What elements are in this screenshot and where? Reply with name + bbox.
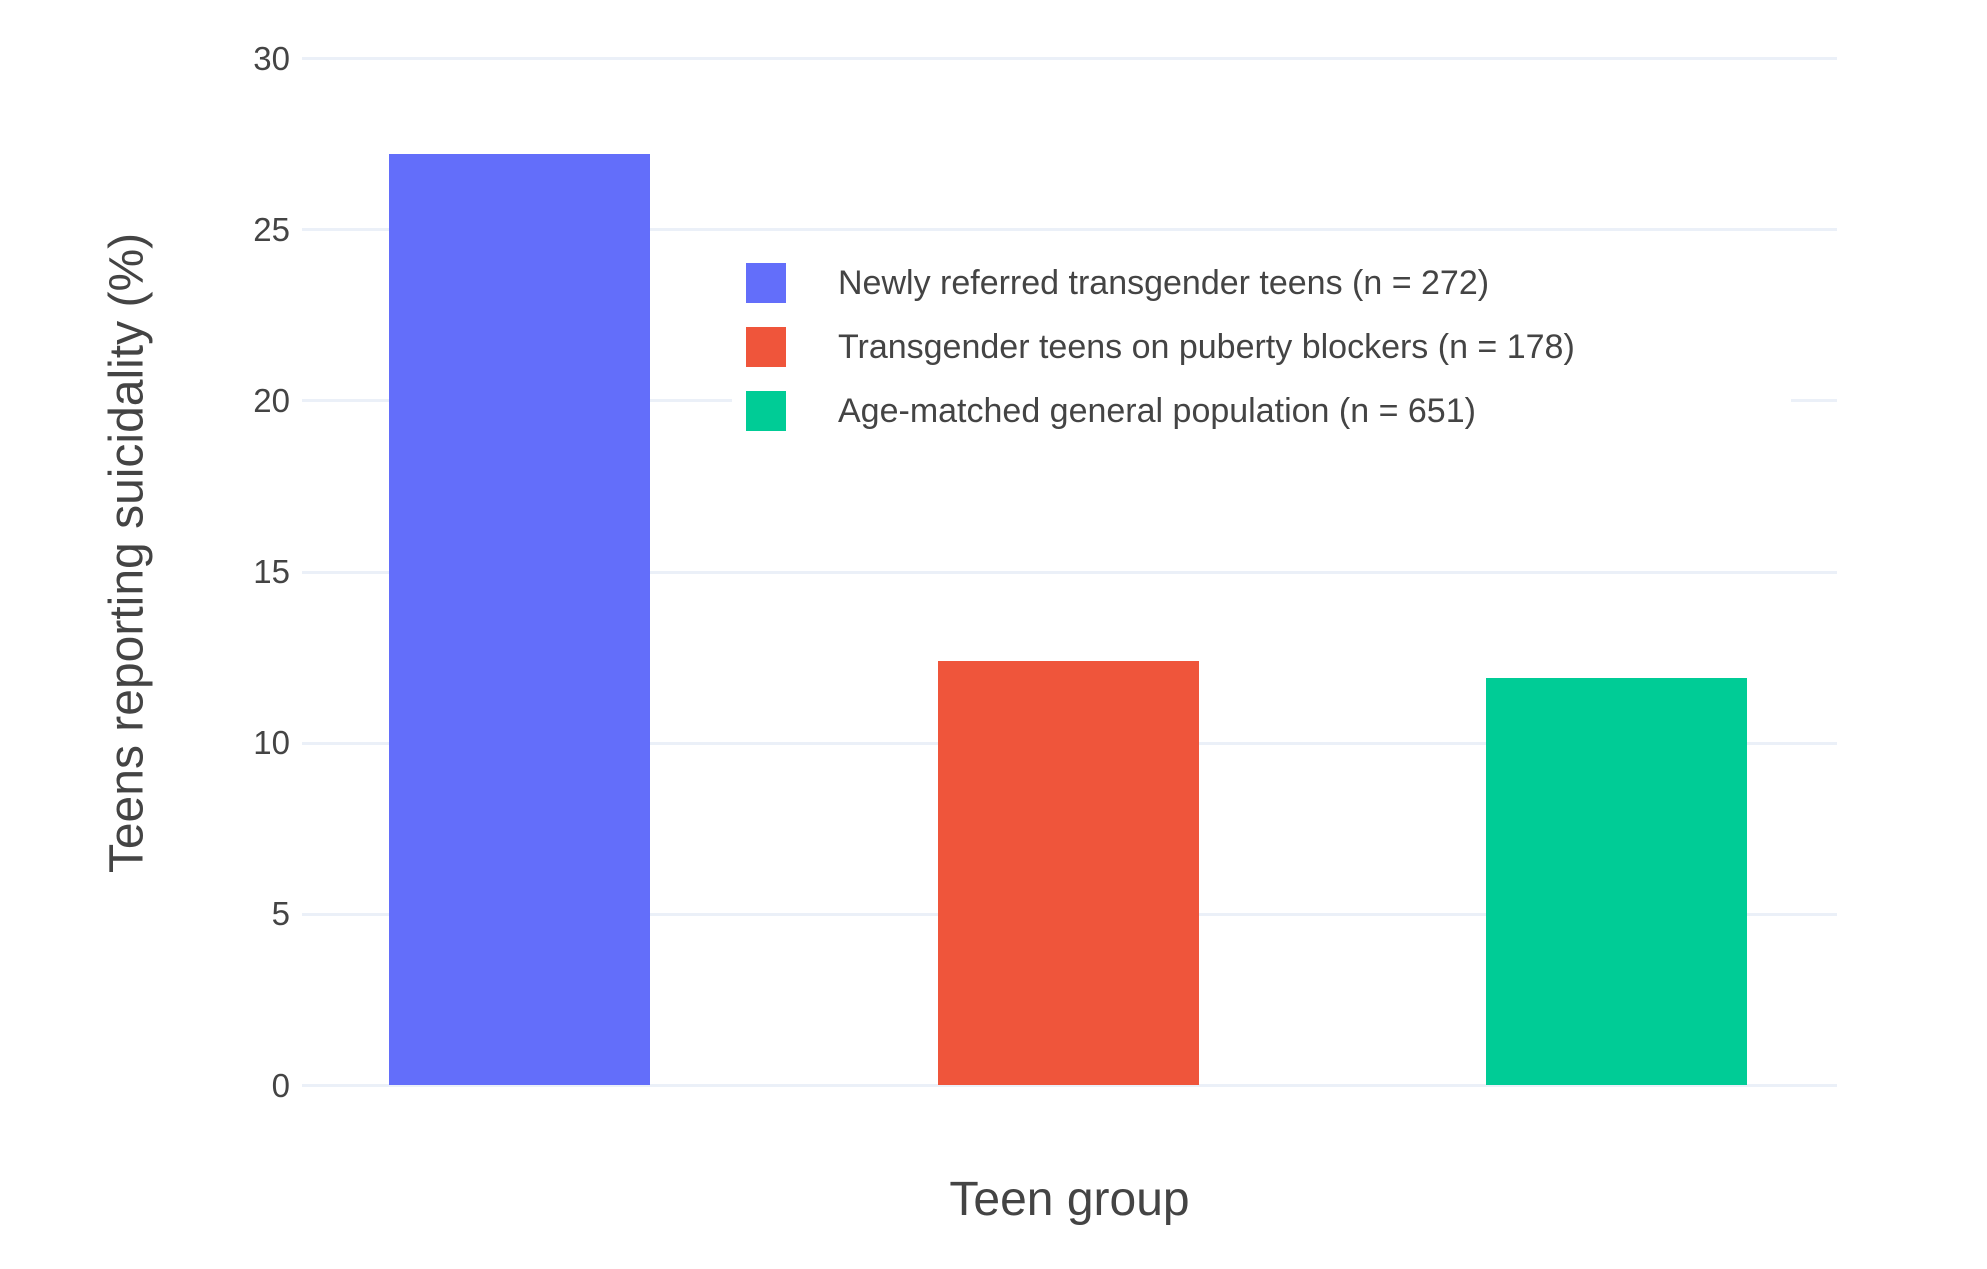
y-tick-label-5: 5 (271, 895, 290, 933)
y-gridline-0 (302, 1084, 1837, 1087)
y-tick-label-10: 10 (253, 724, 290, 762)
y-tick-label-25: 25 (253, 210, 290, 248)
legend-swatch-icon (746, 327, 786, 367)
legend-item-3: Age-matched general population (n = 651) (732, 379, 1791, 443)
y-tick-label-20: 20 (253, 381, 290, 419)
legend-swatch-icon (746, 391, 786, 431)
legend-item-1: Newly referred transgender teens (n = 27… (732, 251, 1791, 315)
bar-transgender-teens-on-puberty-blockers-n-178 (937, 661, 1199, 1086)
y-tick-label-15: 15 (253, 553, 290, 591)
y-gridline-15 (302, 570, 1837, 574)
y-gridline-25 (302, 228, 1837, 232)
y-tick-label-0: 0 (271, 1066, 290, 1104)
legend: Newly referred transgender teens (n = 27… (732, 246, 1791, 458)
legend-swatch-icon (746, 263, 786, 303)
legend-label: Newly referred transgender teens (n = 27… (838, 264, 1490, 302)
y-tick-label-30: 30 (253, 39, 290, 77)
x-axis-title: Teen group (949, 1173, 1190, 1226)
bar-newly-referred-transgender-teens-n-272 (388, 154, 650, 1086)
legend-label: Age-matched general population (n = 651) (838, 392, 1476, 430)
legend-item-2: Transgender teens on puberty blockers (n… (732, 315, 1791, 379)
y-gridline-30 (302, 57, 1837, 61)
y-axis-title: Teens reporting suicidality (%) (100, 232, 154, 874)
bar-age-matched-general-population-n-651 (1486, 678, 1748, 1086)
legend-label: Transgender teens on puberty blockers (n… (838, 328, 1575, 366)
